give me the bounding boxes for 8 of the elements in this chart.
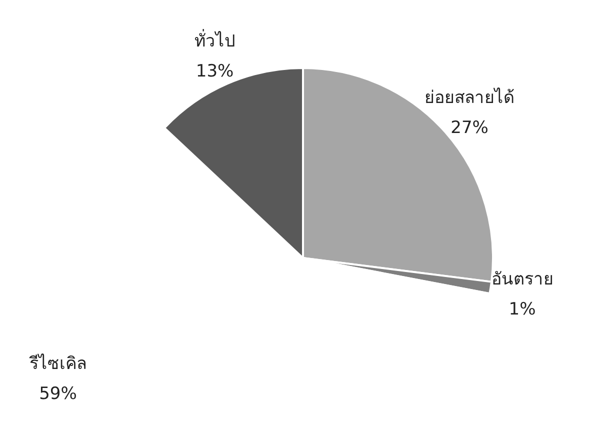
data-label: 13% [196,61,234,82]
data-label: 59% [39,384,77,404]
data-label: 1% [508,300,536,320]
data-label: 27% [450,118,488,138]
slice-label: ทั่วไป [194,28,236,52]
slice-label: อันตราย [491,270,554,290]
slice-label: ย่อยสลายได้ [424,87,515,108]
slice-label: รีไซเคิล [28,353,86,374]
